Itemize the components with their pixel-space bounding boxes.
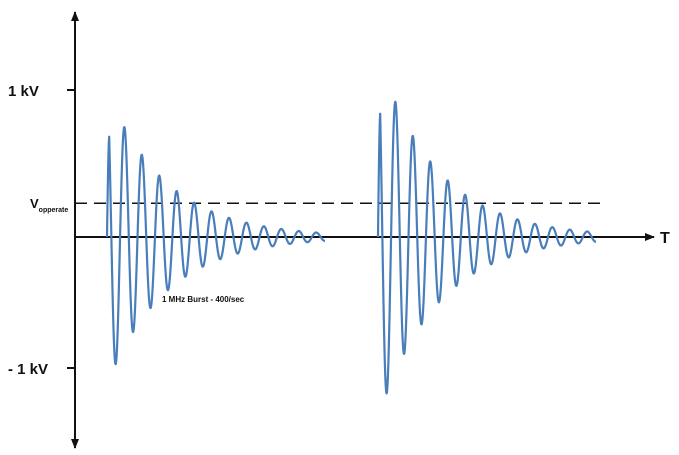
v-operate-label-main: V bbox=[30, 196, 39, 211]
x-axis-label: T bbox=[660, 230, 670, 247]
burst-1-waveform bbox=[105, 126, 326, 366]
burst-2-waveform bbox=[376, 100, 597, 395]
y-tick-label-neg: - 1 kV bbox=[8, 361, 48, 378]
v-operate-label: Vopperate bbox=[30, 196, 68, 214]
burst-series bbox=[105, 100, 597, 395]
y-tick-label-pos: 1 kV bbox=[8, 83, 39, 100]
burst-annotation: 1 MHz Burst - 400/sec bbox=[162, 295, 245, 304]
v-operate-label-sub: opperate bbox=[39, 207, 69, 214]
